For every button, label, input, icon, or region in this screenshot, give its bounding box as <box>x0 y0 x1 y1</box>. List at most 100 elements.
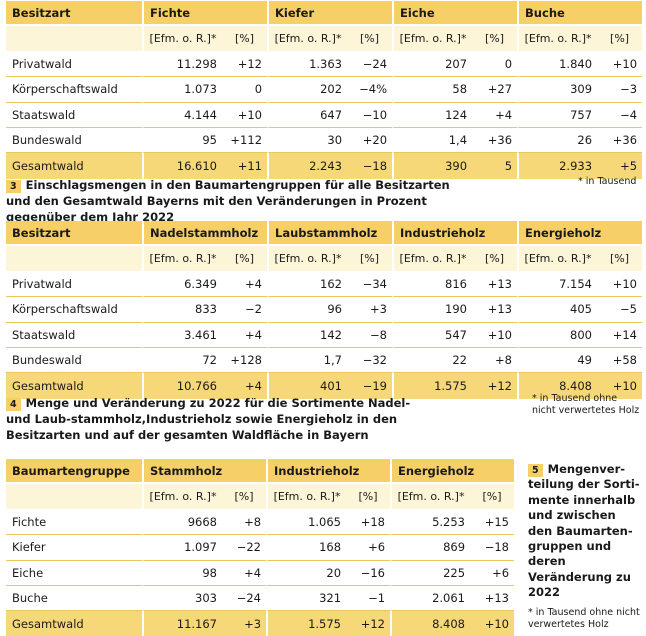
table-header-row: Baumartengruppe Stammholz Industrieholz … <box>6 459 515 485</box>
table-caption: 4 Menge und Veränderung zu 2022 für die S… <box>6 395 436 443</box>
cell-percent: +6 <box>346 535 391 561</box>
cell-value: 5.253 <box>390 509 471 536</box>
cell-percent: −4 <box>597 102 643 128</box>
unit-label: [Efm. o. R.]* <box>390 484 471 510</box>
cell-percent: +18 <box>346 509 391 536</box>
table-row: Buche 303 −24 321 −1 2.061 +13 <box>6 585 515 612</box>
cell-value: 816 <box>392 271 472 298</box>
cell-value: 11.167 <box>142 611 222 636</box>
cell-value: 162 <box>267 271 347 298</box>
cell-value: 401 <box>267 373 347 399</box>
cell-value: 2.061 <box>390 585 471 612</box>
cell-percent: +10 <box>597 271 642 298</box>
cell-value: 22 <box>392 347 472 374</box>
table-total-row: Gesamtwald 16.610 +11 2.243 −18 390 5 2.… <box>6 153 643 179</box>
cell-value: 321 <box>266 585 347 612</box>
cell-value: 26 <box>517 127 598 154</box>
table-einschlag-baumarten: Besitzart Fichte Kiefer Eiche Buche [Efm… <box>6 1 643 179</box>
unit-label: [%] <box>347 26 393 52</box>
caption-number: 4 <box>6 398 21 411</box>
cell-percent: +13 <box>472 271 517 298</box>
cell-value: 309 <box>517 77 598 103</box>
cell-percent: +3 <box>347 297 392 323</box>
cell-value: 547 <box>392 322 472 348</box>
column-header: Industrieholz <box>266 459 391 485</box>
unit-label: [%] <box>346 484 391 510</box>
column-header: Laubstammholz <box>267 221 392 247</box>
cell-value: 11.298 <box>142 51 222 78</box>
table-sortimente-baumarten: Baumartengruppe Stammholz Industrieholz … <box>6 459 515 636</box>
table-footnote: * in Tausend <box>578 176 637 187</box>
cell-value: 16.610 <box>142 153 222 179</box>
cell-percent: +36 <box>472 127 518 154</box>
cell-percent: −16 <box>346 560 391 586</box>
cell-percent: +13 <box>470 585 515 612</box>
cell-value: 8.408 <box>517 373 597 399</box>
cell-value: 2.243 <box>267 153 348 179</box>
column-header: Kiefer <box>267 1 393 27</box>
cell-value: 833 <box>142 297 222 323</box>
table-footnote: * in Tausend ohne nicht verwertetes Holz <box>532 393 640 416</box>
cell-value: 9668 <box>142 509 222 536</box>
cell-percent: −18 <box>347 153 393 179</box>
cell-value: 303 <box>142 585 222 612</box>
cell-value: 6.349 <box>142 271 222 298</box>
cell-percent: +12 <box>472 373 517 399</box>
cell-value: 190 <box>392 297 472 323</box>
table-footnote: * in Tausend ohne nicht verwertetes Holz <box>528 607 640 630</box>
cell-percent: +4 <box>222 560 267 586</box>
unit-label: [Efm. o. R.]* <box>142 484 222 510</box>
cell-percent: −22 <box>222 535 267 561</box>
unit-label: [%] <box>597 246 642 272</box>
cell-value: 869 <box>390 535 471 561</box>
row-label: Staatswald <box>6 102 142 128</box>
caption-number: 3 <box>6 180 21 193</box>
cell-percent: 0 <box>472 51 518 78</box>
table-header-row: Besitzart Fichte Kiefer Eiche Buche <box>6 1 643 27</box>
cell-value: 1,7 <box>267 347 347 374</box>
row-label: Gesamtwald <box>6 373 142 399</box>
cell-percent: +15 <box>470 509 515 536</box>
unit-label: [Efm. o. R.]* <box>142 246 222 272</box>
row-label: Privatwald <box>6 51 142 78</box>
row-label: Körperschaftswald <box>6 77 142 103</box>
cell-value: 3.461 <box>142 322 222 348</box>
column-header: Eiche <box>392 1 518 27</box>
cell-value: 49 <box>517 347 597 374</box>
cell-percent: +4 <box>472 102 518 128</box>
cell-value: 800 <box>517 322 597 348</box>
cell-value: 225 <box>390 560 471 586</box>
row-label: Privatwald <box>6 271 142 298</box>
cell-percent: +4 <box>222 373 267 399</box>
cell-percent: +10 <box>597 373 642 399</box>
table-row: Staatswald 3.461 +4 142 −8 547 +10 800 +… <box>6 322 642 348</box>
table-row: Staatswald 4.144 +10 647 −10 124 +4 757 … <box>6 102 643 128</box>
column-header: Stammholz <box>142 459 267 485</box>
unit-label: [Efm. o. R.]* <box>266 484 347 510</box>
column-header: Energieholz <box>517 221 642 247</box>
cell-percent: −19 <box>347 373 392 399</box>
units-row: [Efm. o. R.]* [%] [Efm. o. R.]* [%] [Efm… <box>6 484 515 510</box>
table-total-row: Gesamtwald 10.766 +4 401 −19 1.575 +12 8… <box>6 373 642 399</box>
table-row: Eiche 98 +4 20 −16 225 +6 <box>6 560 515 586</box>
cell-percent: +3 <box>222 611 267 636</box>
cell-value: 1.575 <box>392 373 472 399</box>
row-label: Kiefer <box>6 535 142 561</box>
table-caption: 3 Einschlagsmengen in den Baumartengruppe… <box>6 177 476 225</box>
cell-value: 142 <box>267 322 347 348</box>
table-row: Kiefer 1.097 −22 168 +6 869 −18 <box>6 535 515 561</box>
cell-value: 10.766 <box>142 373 222 399</box>
row-label: Bundeswald <box>6 127 142 154</box>
unit-label: [Efm. o. R.]* <box>392 26 473 52</box>
cell-percent: +112 <box>222 127 268 154</box>
column-header: Energieholz <box>390 459 515 485</box>
table-header-row: Besitzart Nadelstammholz Laubstammholz I… <box>6 221 642 247</box>
caption-text: Menge und Veränderung zu 2022 für die So… <box>6 396 411 442</box>
table-row: Privatwald 11.298 +12 1.363 −24 207 0 1.… <box>6 51 643 78</box>
cell-percent: +12 <box>346 611 391 636</box>
table-row: Bundeswald 95 +112 30 +20 1,4 +36 26 +36 <box>6 127 643 154</box>
cell-percent: +8 <box>222 509 267 536</box>
caption-number: 5 <box>528 464 543 477</box>
cell-value: 1,4 <box>392 127 473 154</box>
unit-label: [Efm. o. R.]* <box>267 246 347 272</box>
